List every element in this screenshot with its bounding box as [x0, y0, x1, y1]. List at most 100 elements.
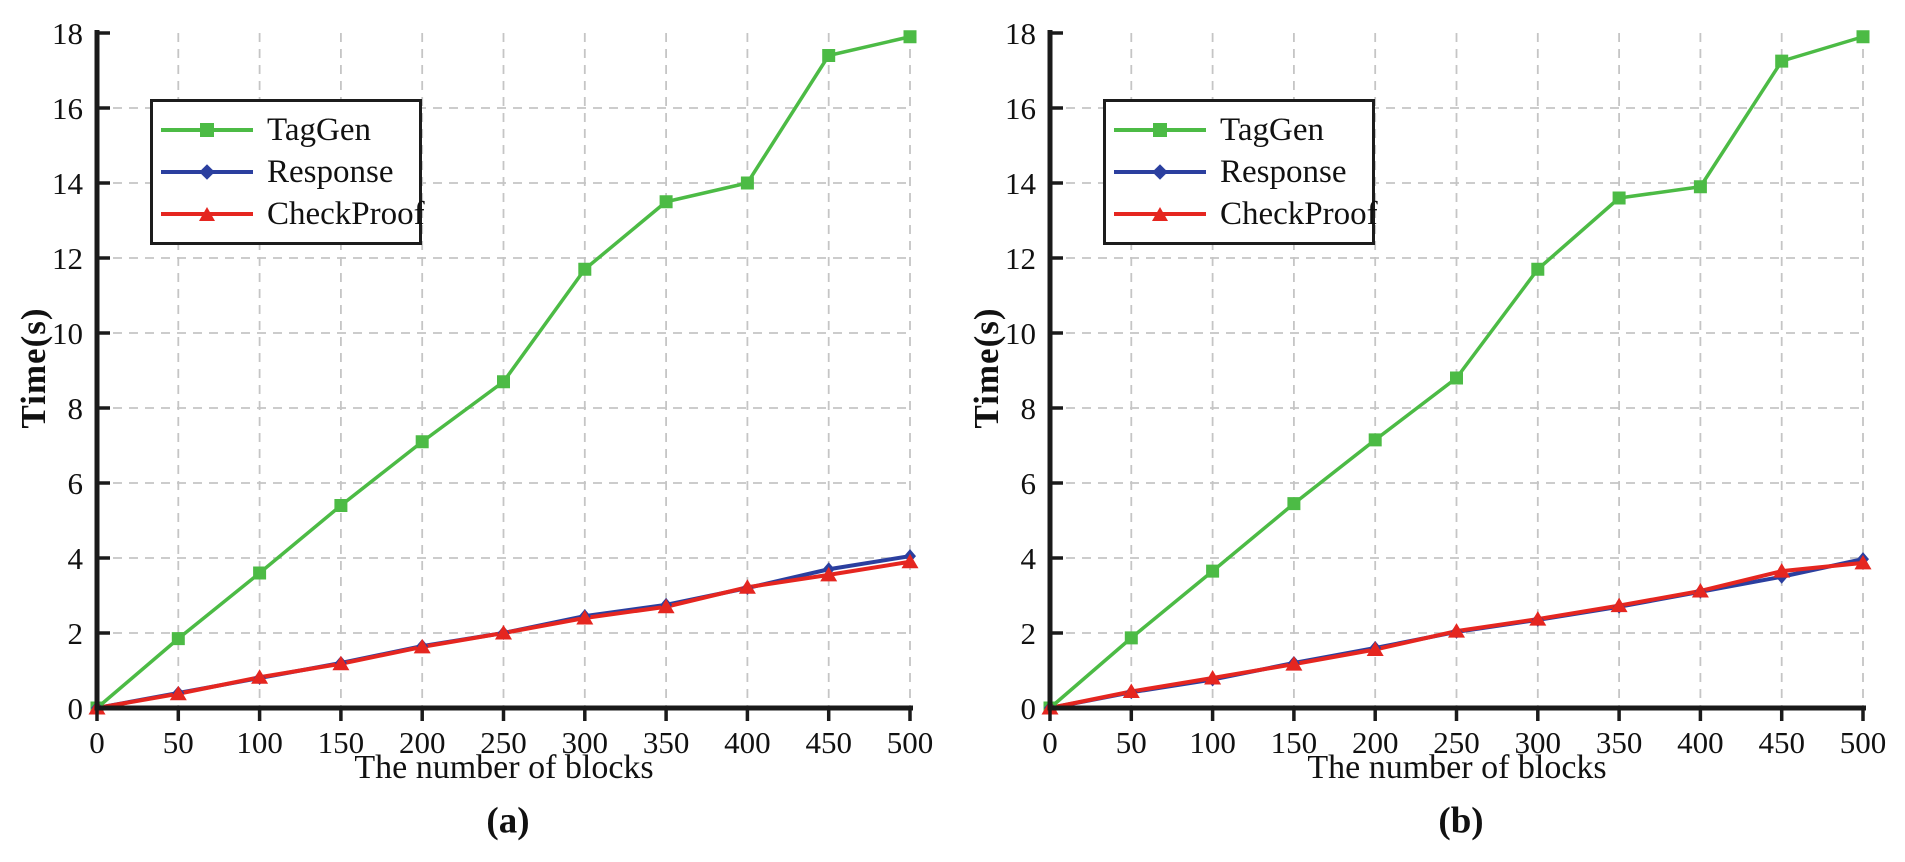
legend-item-checkproof: CheckProof: [161, 193, 425, 235]
x-tick-label: 350: [643, 725, 690, 760]
y-tick-label: 2: [68, 616, 84, 651]
triangle-marker-icon: [820, 566, 838, 582]
y-tick-label: 4: [68, 541, 84, 576]
x-tick-label: 300: [1515, 725, 1562, 760]
y-tick-label: 16: [52, 91, 83, 126]
triangle-marker-icon: [1152, 207, 1168, 221]
triangle-marker-icon: [1366, 641, 1384, 656]
figure-panel-a: 0 50 100 150 200 250 300 350 400 450 500 0 2 4 6 8 10 12 1…: [0, 0, 952, 862]
legend-line-sample: [1114, 120, 1206, 140]
triangle-marker-icon: [738, 579, 756, 594]
legend-line-sample: [1114, 204, 1206, 224]
legend-item-checkproof: CheckProof: [1114, 193, 1378, 235]
x-axis-title: The number of blocks: [1307, 749, 1607, 786]
legend-label: TagGen: [267, 111, 371, 148]
triangle-marker-icon: [1448, 623, 1465, 638]
x-tick-label: 400: [1677, 725, 1724, 760]
x-tick-label: 500: [1840, 725, 1887, 760]
legend-item-response: Response: [1114, 151, 1368, 193]
x-tick-label: 150: [1271, 725, 1318, 760]
y-tick-label: 14: [52, 166, 84, 201]
square-marker-icon: [740, 176, 754, 190]
square-marker-icon: [1531, 262, 1545, 276]
y-tick-label: 4: [1021, 541, 1037, 576]
triangle-marker-icon: [332, 655, 350, 671]
square-marker-icon: [1153, 123, 1167, 137]
chart-svg-b: 0 50 100 150 200 250 300 350 400 450 500 0 2 4 6 8 10 12 1…: [1005, 16, 1887, 760]
legend-label: TagGen: [1220, 111, 1324, 148]
square-marker-icon: [1856, 30, 1870, 44]
y-tick-label: 6: [1021, 466, 1037, 501]
y-tick-label: 14: [1005, 166, 1037, 201]
legend-label: CheckProof: [267, 195, 425, 232]
y-axis-title: Time(s): [967, 307, 1006, 429]
triangle-marker-icon: [1285, 656, 1303, 671]
diamond-marker-icon: [1152, 164, 1168, 180]
y-tick-label: 6: [68, 466, 84, 501]
triangle-marker-icon: [413, 638, 431, 654]
x-tick-label: 500: [887, 725, 934, 760]
panel-caption: (a): [486, 800, 530, 842]
triangle-marker-icon: [1610, 597, 1628, 613]
square-marker-icon: [253, 566, 267, 580]
square-marker-icon: [1450, 371, 1463, 385]
square-marker-icon: [1612, 191, 1626, 205]
x-tick-label: 400: [724, 725, 771, 760]
legend: TagGen Response CheckProof: [150, 99, 425, 245]
triangle-marker-icon: [576, 610, 594, 625]
square-marker-icon: [334, 499, 348, 512]
y-axis-title: Time(s): [14, 307, 53, 429]
legend: TagGen Response CheckProof: [1103, 99, 1378, 245]
legend-item-response: Response: [161, 151, 415, 193]
x-tick-label: 350: [1596, 725, 1643, 760]
triangle-marker-icon: [1122, 683, 1140, 698]
x-tick-label: 0: [1042, 725, 1058, 760]
square-marker-icon: [822, 49, 836, 62]
legend-item-taggen: TagGen: [1114, 109, 1368, 151]
legend-label: Response: [1220, 153, 1347, 190]
square-marker-icon: [659, 195, 673, 209]
square-marker-icon: [1124, 631, 1138, 645]
y-tick-label: 16: [1005, 91, 1036, 126]
legend-label: Response: [267, 153, 394, 190]
square-marker-icon: [415, 435, 429, 449]
square-marker-icon: [171, 632, 185, 646]
triangle-marker-icon: [169, 685, 187, 701]
triangle-marker-icon: [251, 669, 269, 684]
triangle-marker-icon: [199, 207, 215, 221]
square-marker-icon: [903, 30, 917, 44]
y-tick-label: 0: [68, 691, 84, 726]
chart-svg-a: 0 50 100 150 200 250 300 350 400 450 500 0 2 4 6 8 10 12 1…: [52, 16, 934, 760]
x-tick-label: 100: [1189, 725, 1236, 760]
x-tick-label: 300: [562, 725, 609, 760]
x-axis-title: The number of blocks: [354, 749, 654, 786]
square-marker-icon: [1775, 54, 1789, 68]
x-tick-label: 50: [1116, 725, 1147, 760]
y-tick-label: 12: [1005, 241, 1036, 276]
legend-item-taggen: TagGen: [161, 109, 415, 151]
y-tick-label: 18: [1005, 16, 1036, 51]
y-tick-label: 10: [1005, 316, 1036, 351]
y-tick-label: 0: [1021, 691, 1037, 726]
legend-line-sample: [1114, 162, 1206, 182]
x-tick-label: 200: [1352, 725, 1399, 760]
legend-line-sample: [161, 162, 253, 182]
legend-label: CheckProof: [1220, 195, 1378, 232]
square-marker-icon: [1693, 180, 1707, 194]
x-tick-label: 450: [1758, 725, 1805, 760]
y-tick-label: 12: [52, 241, 83, 276]
triangle-marker-icon: [1854, 554, 1872, 570]
triangle-marker-icon: [901, 553, 919, 569]
legend-line-sample: [161, 120, 253, 140]
square-marker-icon: [1368, 433, 1382, 447]
y-tick-label: 8: [68, 391, 84, 426]
triangle-marker-icon: [1773, 563, 1791, 578]
triangle-marker-icon: [657, 598, 675, 614]
square-marker-icon: [200, 123, 214, 137]
diamond-marker-icon: [199, 164, 215, 180]
figure-panel-b: 0 50 100 150 200 250 300 350 400 450 500 0 2 4 6 8 10 12 1…: [953, 0, 1905, 862]
square-marker-icon: [497, 375, 510, 389]
triangle-marker-icon: [495, 625, 512, 640]
x-tick-label: 50: [163, 725, 194, 760]
y-tick-label: 2: [1021, 616, 1037, 651]
